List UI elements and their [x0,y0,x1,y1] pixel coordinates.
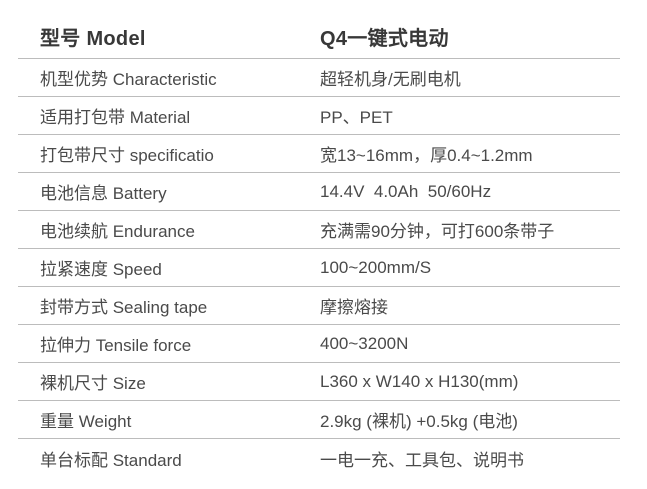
spec-label: 打包带尺寸 specificatio [40,146,214,165]
table-row: 电池信息 Battery 14.4V 4.0Ah 50/60Hz [18,173,620,211]
spec-value: 充满需90分钟，可打600条带子 [320,222,555,241]
spec-label: 电池信息 Battery [40,184,167,203]
spec-value: 宽13~16mm，厚0.4~1.2mm [320,146,533,165]
spec-value: PP、PET [320,108,393,127]
spec-value: 超轻机身/无刷电机 [320,70,461,89]
table-row: 重量 Weight 2.9kg (裸机) +0.5kg (电池) [18,401,620,439]
spec-value: 摩擦熔接 [320,298,388,317]
table-row: 适用打包带 Material PP、PET [18,97,620,135]
spec-label: 机型优势 Characteristic [40,70,217,89]
spec-value: 14.4V 4.0Ah 50/60Hz [320,181,492,201]
spec-value: 一电一充、工具包、说明书 [320,450,524,470]
table-body: 机型优势 Characteristic 超轻机身/无刷电机 适用打包带 Mate… [18,59,620,477]
spec-label: 拉伸力 Tensile force [40,336,192,355]
spec-value: 400~3200N [320,333,409,353]
table-row: 封带方式 Sealing tape 摩擦熔接 [18,287,620,325]
table-row: 拉紧速度 Speed 100~200mm/S [18,249,620,287]
spec-label: 适用打包带 Material [40,108,191,127]
spec-label: 单台标配 Standard [40,450,182,470]
header-model-value: Q4一键式电动 [320,27,449,50]
spec-value: L360 x W140 x H130(mm) [320,371,519,391]
table-row: 电池续航 Endurance 充满需90分钟，可打600条带子 [18,211,620,249]
spec-label: 封带方式 Sealing tape [40,298,208,317]
table-row: 裸机尺寸 Size L360 x W140 x H130(mm) [18,363,620,401]
spec-label: 拉紧速度 Speed [40,260,162,279]
table-header-row: 型号 Model Q4一键式电动 [18,0,620,59]
spec-value: 2.9kg (裸机) +0.5kg (电池) [320,412,518,431]
table-row: 打包带尺寸 specificatio 宽13~16mm，厚0.4~1.2mm [18,135,620,173]
spec-label: 重量 Weight [40,412,132,431]
table-row: 机型优势 Characteristic 超轻机身/无刷电机 [18,59,620,97]
header-model-label: 型号 Model [40,27,146,50]
table-row: 拉伸力 Tensile force 400~3200N [18,325,620,363]
spec-label: 电池续航 Endurance [40,222,195,241]
spec-label: 裸机尺寸 Size [40,374,146,393]
table-row: 单台标配 Standard 一电一充、工具包、说明书 [18,439,620,477]
spec-value: 100~200mm/S [320,257,432,277]
product-spec-table: 型号 Model Q4一键式电动 机型优势 Characteristic 超轻机… [18,0,620,477]
